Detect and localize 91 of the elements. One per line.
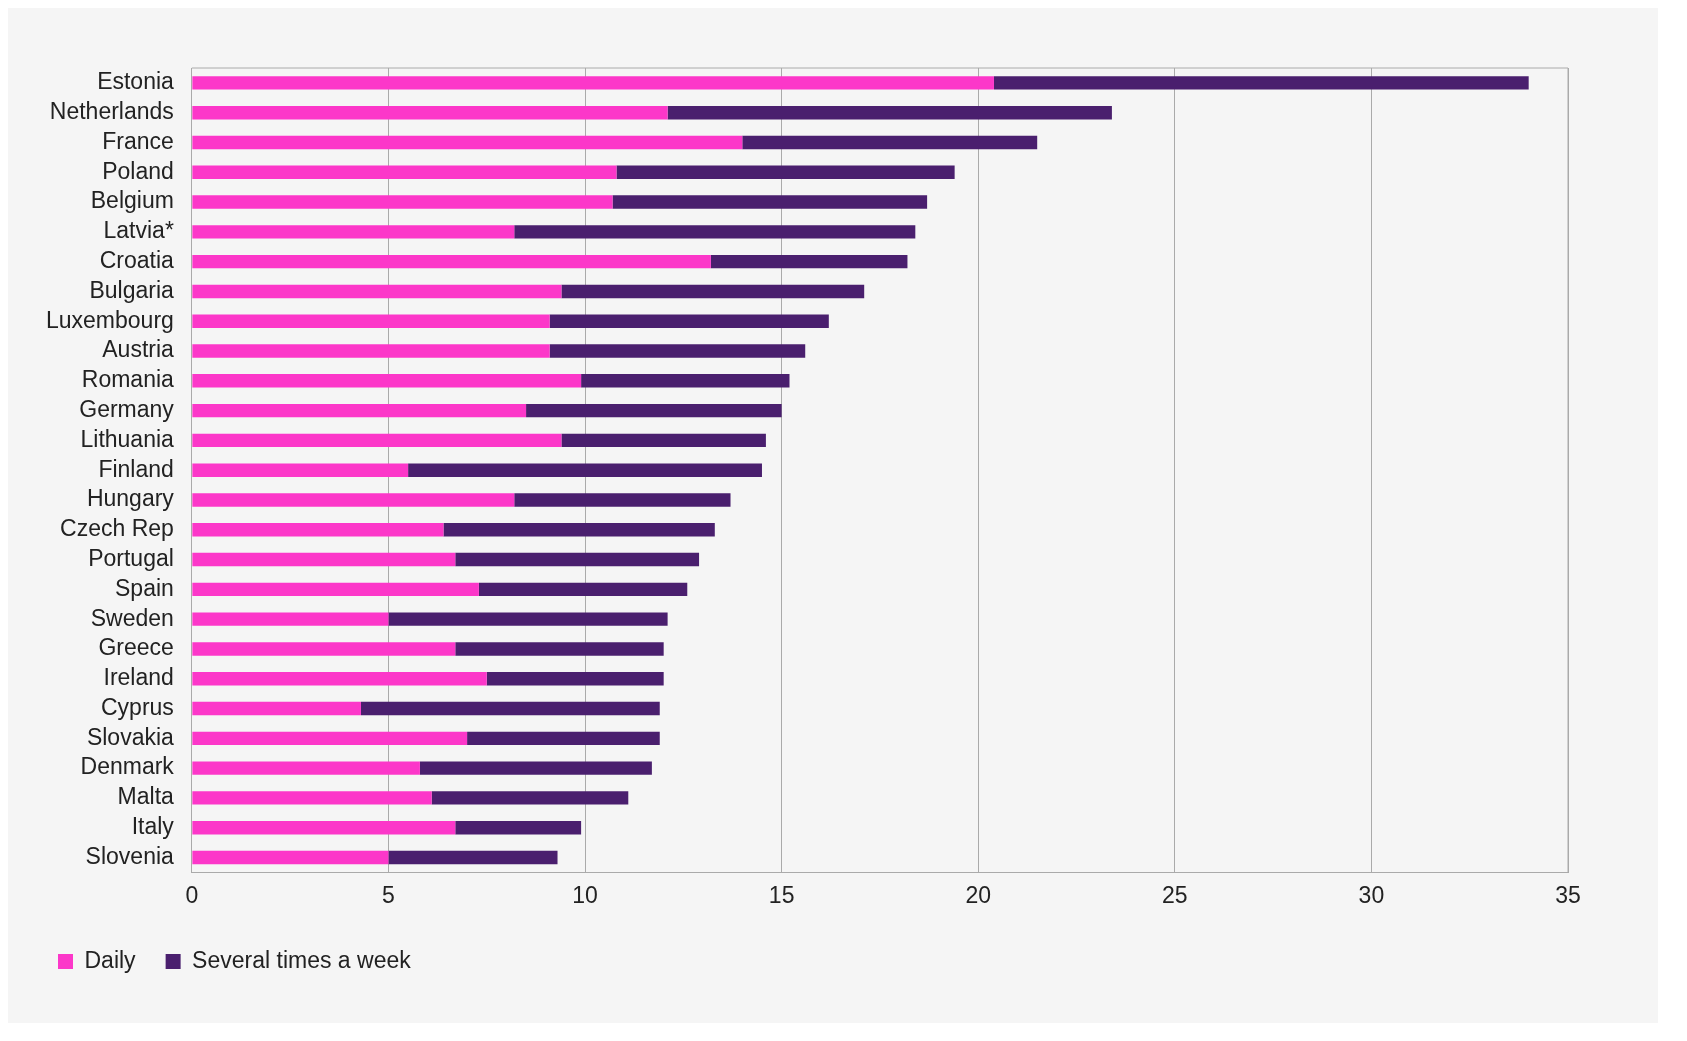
bar — [192, 672, 487, 686]
y-tick-label: Latvia* — [103, 217, 174, 244]
bar — [549, 344, 806, 358]
y-tick-label: Austria — [102, 336, 175, 363]
y-tick-label: Greece — [98, 634, 174, 661]
bar — [192, 374, 582, 388]
y-tick-label: Sweden — [90, 604, 174, 631]
x-tick-label: 0 — [185, 881, 199, 908]
bar — [419, 761, 652, 775]
y-tick-label: Bulgaria — [89, 276, 175, 303]
bar — [360, 701, 660, 716]
legend-label: Several times a week — [192, 946, 412, 973]
bar — [993, 76, 1529, 90]
bar — [192, 344, 550, 358]
y-tick-label: Estonia — [97, 68, 175, 95]
y-tick-label: Spain — [115, 574, 174, 601]
y-tick-label: Hungary — [86, 485, 175, 512]
bar — [192, 761, 420, 775]
bar — [192, 225, 515, 239]
bar — [443, 523, 715, 537]
bar — [710, 254, 908, 269]
bar — [192, 850, 389, 865]
bar — [581, 374, 790, 388]
bar — [388, 612, 668, 626]
y-tick-label: France — [102, 127, 174, 154]
bar — [408, 463, 762, 477]
bar — [192, 254, 711, 269]
bar — [431, 791, 629, 805]
bar — [514, 493, 731, 507]
bar — [192, 791, 432, 805]
y-tick-label: Italy — [131, 813, 175, 840]
y-tick-label: Denmark — [80, 753, 175, 780]
bar — [455, 821, 582, 835]
y-tick-label: Slovenia — [85, 842, 175, 869]
x-tick-label: 10 — [572, 881, 598, 908]
y-tick-label: Lithuania — [80, 425, 175, 452]
bar — [192, 314, 550, 328]
y-tick-label: Belgium — [90, 187, 174, 214]
y-tick-label: Croatia — [99, 247, 175, 273]
y-tick-label: Portugal — [88, 544, 174, 571]
x-tick-label: 5 — [382, 881, 395, 908]
bar — [192, 701, 361, 716]
x-tick-label: 30 — [1358, 881, 1385, 908]
bar — [612, 195, 928, 209]
bar — [192, 165, 617, 179]
bar — [667, 105, 1112, 120]
bar — [549, 314, 829, 328]
bar — [561, 433, 766, 448]
x-tick-label: 15 — [768, 881, 795, 908]
bar — [192, 821, 456, 835]
y-tick-label: Romania — [81, 366, 175, 393]
x-tick-label: 20 — [965, 881, 992, 908]
y-tick-label: Finland — [98, 455, 174, 482]
x-tick-label: 35 — [1555, 881, 1581, 908]
bar — [514, 225, 916, 239]
y-tick-label: Poland — [102, 157, 174, 184]
y-tick-label: Germany — [79, 395, 175, 422]
bar — [192, 731, 468, 746]
bar — [192, 76, 994, 90]
x-tick-label: 25 — [1162, 881, 1188, 908]
bar — [192, 195, 613, 209]
y-tick-label: Luxembourg — [46, 306, 174, 333]
bar — [478, 582, 688, 597]
bar — [192, 552, 456, 567]
y-tick-label: Malta — [117, 783, 175, 810]
bar — [388, 850, 558, 865]
bar — [192, 433, 562, 448]
bar — [192, 582, 479, 597]
bar — [192, 463, 409, 477]
bar — [192, 493, 515, 507]
y-tick-label: Netherlands — [49, 98, 174, 125]
bar — [192, 403, 527, 418]
bar — [192, 284, 562, 299]
bar — [192, 642, 456, 656]
bar — [455, 642, 664, 656]
y-tick-label: Cyprus — [101, 693, 174, 720]
bar — [192, 523, 444, 537]
bar — [467, 731, 660, 746]
bar — [192, 135, 743, 150]
legend-label: Daily — [84, 946, 137, 973]
bar — [455, 552, 700, 567]
bar — [192, 612, 389, 626]
bar — [616, 165, 955, 179]
bar — [742, 135, 1038, 150]
bar — [561, 284, 865, 299]
y-tick-label: Ireland — [103, 664, 174, 691]
y-tick-label: Czech Rep — [60, 515, 174, 542]
y-tick-label: Slovakia — [86, 723, 175, 750]
bar — [526, 403, 782, 418]
bar — [486, 672, 664, 686]
bar — [192, 105, 668, 120]
